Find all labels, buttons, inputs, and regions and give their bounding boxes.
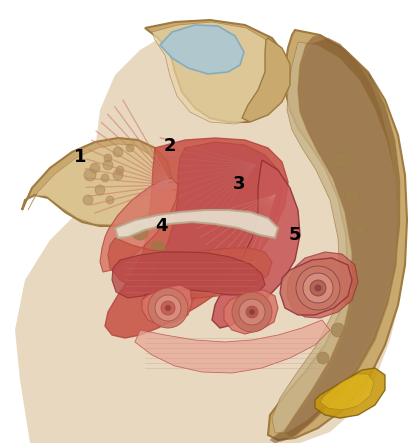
Polygon shape	[242, 38, 290, 122]
Circle shape	[113, 170, 123, 180]
Circle shape	[151, 241, 165, 255]
Circle shape	[106, 196, 114, 204]
Polygon shape	[135, 320, 330, 373]
Text: 3: 3	[233, 175, 245, 193]
Polygon shape	[105, 138, 288, 338]
Circle shape	[148, 288, 188, 328]
Text: 2: 2	[164, 137, 176, 155]
Polygon shape	[145, 20, 285, 122]
Polygon shape	[160, 25, 244, 74]
Circle shape	[345, 188, 359, 202]
Circle shape	[155, 295, 181, 321]
Circle shape	[103, 160, 113, 170]
Circle shape	[342, 292, 354, 304]
Circle shape	[161, 301, 175, 315]
Polygon shape	[28, 144, 163, 225]
Circle shape	[232, 292, 272, 332]
Polygon shape	[22, 138, 172, 226]
Polygon shape	[100, 178, 178, 272]
Circle shape	[296, 266, 340, 310]
Circle shape	[90, 163, 100, 173]
Polygon shape	[284, 35, 398, 438]
Polygon shape	[270, 38, 400, 443]
Polygon shape	[272, 42, 398, 433]
Polygon shape	[142, 285, 192, 325]
Polygon shape	[224, 290, 278, 334]
Circle shape	[249, 309, 255, 315]
Circle shape	[315, 285, 321, 291]
Text: 1: 1	[74, 148, 86, 166]
Circle shape	[310, 280, 326, 296]
Polygon shape	[15, 28, 405, 443]
Circle shape	[333, 153, 347, 167]
Circle shape	[350, 259, 362, 271]
Polygon shape	[320, 374, 374, 410]
Polygon shape	[108, 238, 272, 298]
Circle shape	[132, 224, 148, 240]
Polygon shape	[112, 252, 265, 298]
Circle shape	[95, 185, 105, 195]
Circle shape	[303, 273, 333, 303]
Circle shape	[84, 169, 96, 181]
Circle shape	[116, 166, 124, 174]
Polygon shape	[115, 210, 278, 238]
Circle shape	[83, 195, 93, 205]
Polygon shape	[152, 22, 282, 124]
Text: 4: 4	[155, 217, 168, 235]
Circle shape	[239, 299, 265, 325]
Circle shape	[354, 224, 366, 236]
Polygon shape	[280, 258, 352, 315]
Polygon shape	[142, 142, 282, 318]
Polygon shape	[315, 368, 385, 418]
Polygon shape	[287, 252, 358, 318]
Circle shape	[246, 306, 258, 318]
Circle shape	[317, 352, 329, 364]
Polygon shape	[212, 160, 300, 328]
Text: 5: 5	[288, 226, 301, 244]
Circle shape	[101, 174, 109, 182]
Circle shape	[331, 323, 345, 337]
Circle shape	[126, 144, 134, 152]
Circle shape	[113, 147, 123, 157]
Polygon shape	[268, 30, 407, 440]
Circle shape	[104, 154, 112, 162]
Circle shape	[165, 305, 171, 311]
